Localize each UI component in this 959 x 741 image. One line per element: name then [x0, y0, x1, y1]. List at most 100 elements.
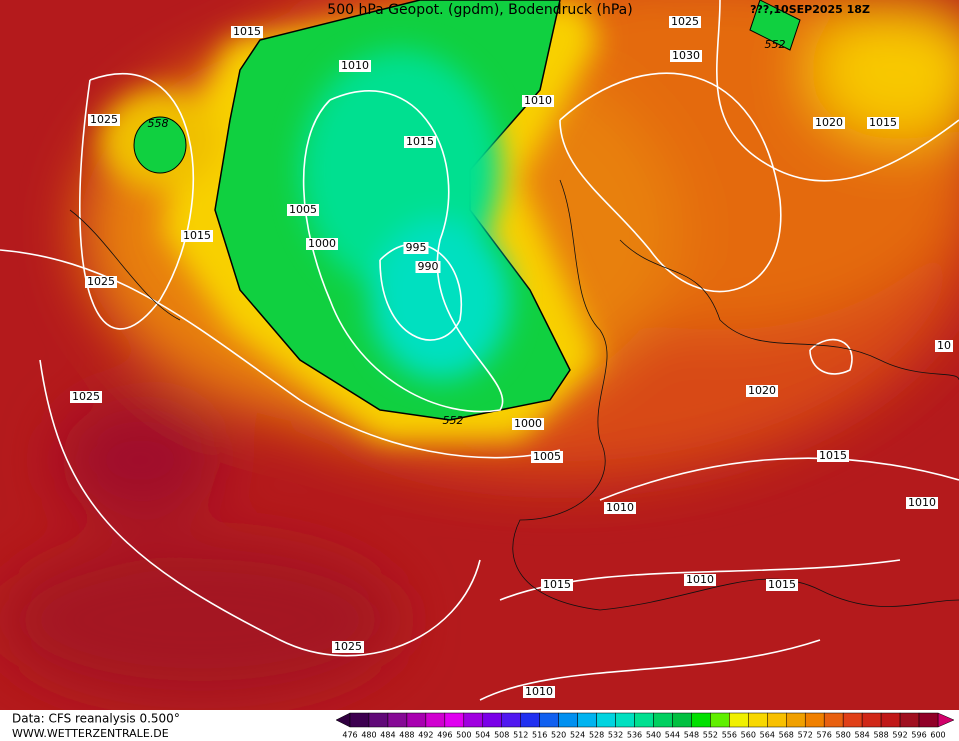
- isobar-label: 1005: [289, 203, 317, 216]
- isobar-label-bg: [906, 497, 938, 509]
- isobar-label-bg: [523, 686, 555, 698]
- map-field: [0, 0, 959, 710]
- isobar-label: 1025: [334, 640, 362, 653]
- colorbar-tick-label: 520: [551, 731, 566, 740]
- colorbar: 476 480 484 488 492 496 500 504 508 512 516 520 524 5…: [335, 712, 955, 740]
- colorbar-tick-label: 540: [646, 731, 661, 740]
- isobar-label-bg: [287, 204, 319, 216]
- colorbar-tick-label: 488: [399, 731, 414, 740]
- colorbar-tick-label: 592: [892, 731, 907, 740]
- colorbar-tick-label: 568: [779, 731, 794, 740]
- colorbar-box: [520, 712, 540, 728]
- colorbar-box: [349, 712, 370, 728]
- colorbar-box: [691, 712, 711, 728]
- isobar-label: 558: [148, 117, 169, 130]
- colorbar-box: [710, 712, 730, 728]
- colorbar-tick-label: 484: [380, 731, 395, 740]
- map-date: ???,10SEP2025 18Z: [750, 3, 870, 16]
- isobar-label: 1015: [819, 449, 847, 462]
- colorbar-tick-label: 476: [342, 731, 357, 740]
- colorbar-box: [463, 712, 484, 728]
- colorbar-tick-label: 580: [836, 731, 851, 740]
- colorbar-tick-label: 480: [361, 731, 376, 740]
- colorbar-tick-label: 544: [665, 731, 680, 740]
- colorbar-tick-label: 516: [532, 731, 547, 740]
- isobar-label-bg: [684, 574, 716, 586]
- isobar-label: 1015: [869, 116, 897, 129]
- colorbar-box: [501, 712, 521, 728]
- isobar-label: 1010: [606, 501, 634, 514]
- colorbar-box: [880, 712, 901, 728]
- colorbar-box: [918, 712, 939, 728]
- isobar-label-bg: [85, 276, 117, 288]
- data-source: Data: CFS reanalysis 0.500°: [12, 712, 180, 726]
- isobar-label-bg: [541, 579, 573, 591]
- isobar-labels: 1015 1025 552 1010 1030 1010 1025 558 1015 1020 10…: [70, 15, 953, 698]
- colorbar-box: [861, 712, 882, 728]
- isobar-label-bg: [231, 26, 263, 38]
- isobar-label: 995: [406, 241, 427, 254]
- isobar-label: 1010: [525, 685, 553, 698]
- isobar-label-bg: [669, 16, 701, 28]
- colorbar-box: [406, 712, 427, 728]
- isobar-label-bg: [512, 418, 544, 430]
- isobar-label: 1010: [908, 496, 936, 509]
- colorbar-box: [672, 712, 692, 728]
- isobar-label: 10: [937, 339, 951, 352]
- colorbar-tick-label: 532: [608, 731, 623, 740]
- isobar-label: 1000: [308, 237, 336, 250]
- colorbar-tick-label: 500: [456, 731, 471, 740]
- colorbar-box: [823, 712, 844, 728]
- isobar-label-bg: [339, 60, 371, 72]
- isobar-label: 1010: [524, 94, 552, 107]
- colorbar-box: [767, 712, 787, 728]
- colorbar-tick-label: 536: [627, 731, 642, 740]
- isobar-label: 1000: [514, 417, 542, 430]
- isobar-label: 552: [443, 414, 464, 427]
- colorbar-box: [748, 712, 768, 728]
- isobar-label: 552: [765, 38, 786, 51]
- isobar-label: 1015: [406, 135, 434, 148]
- colorbar-box: [899, 712, 920, 728]
- colorbar-box: [653, 712, 673, 728]
- isobar-label: 1030: [672, 49, 700, 62]
- colorbar-tick-label: 524: [570, 731, 585, 740]
- colorbar-tick-label: 560: [741, 731, 756, 740]
- colorbar-box: [368, 712, 389, 728]
- isobar-label: 990: [418, 260, 439, 273]
- isobar-label-bg: [867, 117, 899, 129]
- colorbar-box: [804, 712, 825, 728]
- isobar-label-bg: [604, 502, 636, 514]
- colorbar-tick-label: 588: [873, 731, 888, 740]
- isobar-label-bg: [935, 340, 953, 352]
- isobar-label-bg: [88, 114, 120, 126]
- colorbar-tick-label: 552: [703, 731, 718, 740]
- isobar-label-bg: [531, 451, 563, 463]
- isobar-label-bg: [415, 261, 441, 273]
- isobar-label: 1015: [233, 25, 261, 38]
- isobar-label-bg: [817, 450, 849, 462]
- isobar-label: 1010: [341, 59, 369, 72]
- isobar-label: 1010: [686, 573, 714, 586]
- colorbar-box: [786, 712, 806, 728]
- colorbar-box: [539, 712, 559, 728]
- colorbar-box: [729, 712, 749, 728]
- colorbar-box: [634, 712, 654, 728]
- colorbar-box: [444, 712, 465, 728]
- site-name: WWW.WETTERZENTRALE.DE: [12, 727, 169, 740]
- isobar-label: 1015: [768, 578, 796, 591]
- colorbar-box: [842, 712, 863, 728]
- colorbar-tick-label: 508: [494, 731, 509, 740]
- isobar-label-bg: [403, 242, 429, 254]
- isobar-label-bg: [813, 117, 845, 129]
- colorbar-tick-label: 496: [437, 731, 452, 740]
- colorbar-tick-label: 528: [589, 731, 604, 740]
- colorbar-box: [482, 712, 502, 728]
- colorbar-tick-label: 576: [817, 731, 832, 740]
- colorbar-box: [615, 712, 635, 728]
- colorbar-tick-label: 600: [930, 731, 945, 740]
- isobar-label-bg: [522, 95, 554, 107]
- colorbar-box: [387, 712, 408, 728]
- isobar-label-bg: [306, 238, 338, 250]
- colorbar-tick-label: 504: [475, 731, 490, 740]
